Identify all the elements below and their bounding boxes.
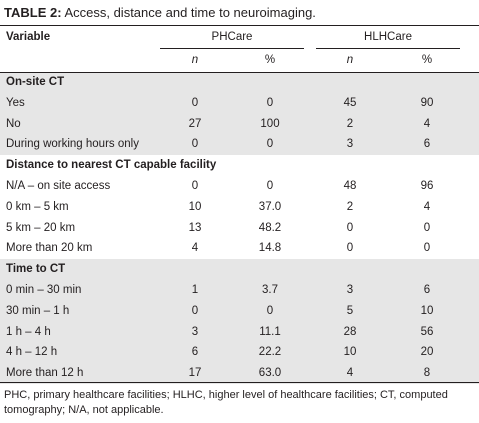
row-label: More than 20 km — [6, 242, 93, 255]
cell-value: 13 — [188, 221, 202, 234]
table-caption: Access, distance and time to neuroimagin… — [64, 5, 316, 20]
cell-value: 10 — [343, 346, 357, 359]
cell-value: 1 — [191, 284, 199, 296]
cell-value: 0 — [266, 138, 274, 151]
cell-value: 6 — [423, 138, 431, 151]
cell-value: 27 — [188, 117, 202, 130]
cell-value: 4 — [423, 200, 431, 213]
column-header: n — [191, 54, 199, 66]
row-label: Yes — [6, 96, 25, 109]
cell-value: 6 — [423, 284, 431, 296]
footnote: PHC, primary healthcare facilities; HLHC… — [4, 389, 448, 416]
variable-header: Variable — [6, 31, 51, 43]
cell-value: 6 — [191, 346, 199, 359]
cell-value: 8 — [423, 367, 431, 380]
row-label: During working hours only — [6, 138, 139, 151]
cell-value: 90 — [420, 96, 434, 109]
group-rule — [160, 48, 304, 49]
cell-value: 3 — [346, 138, 354, 151]
row-label: 0 min – 30 min — [6, 284, 82, 296]
cell-value: 4 — [346, 367, 354, 380]
header-rule — [0, 72, 479, 73]
group-rule — [316, 48, 460, 49]
cell-value: 3 — [346, 284, 354, 296]
section-title: Distance to nearest CT capable facility — [6, 159, 217, 172]
cell-value: 48.2 — [258, 221, 282, 234]
cell-value: 0 — [191, 138, 199, 151]
top-rule — [0, 25, 479, 26]
cell-value: 4 — [191, 242, 199, 255]
group-header: PHCare — [211, 31, 253, 43]
cell-value: 11.1 — [259, 325, 281, 338]
section-band — [0, 259, 479, 384]
column-header: n — [346, 54, 354, 66]
table-label: TABLE 2: — [4, 5, 62, 20]
row-label: 5 km – 20 km — [6, 221, 76, 234]
row-label: N/A – on site access — [6, 180, 111, 192]
cell-value: 0 — [191, 96, 199, 109]
cell-value: 4 — [423, 117, 431, 130]
row-label: 30 min – 1 h — [6, 304, 70, 317]
cell-value: 20 — [420, 346, 434, 359]
row-label: 1 h – 4 h — [6, 325, 51, 338]
cell-value: 96 — [420, 180, 434, 192]
cell-value: 2 — [346, 117, 354, 130]
row-label: 0 km – 5 km — [6, 200, 69, 213]
cell-value: 0 — [346, 242, 354, 255]
row-label: 4 h – 12 h — [6, 346, 58, 359]
cell-value: 10 — [188, 200, 202, 213]
cell-value: 28 — [343, 325, 357, 338]
bottom-rule — [0, 382, 479, 383]
row-label: No — [6, 117, 21, 130]
cell-value: 0 — [191, 304, 199, 317]
cell-value: 0 — [266, 304, 274, 317]
cell-value: 48 — [343, 180, 357, 192]
cell-value: 56 — [420, 325, 434, 338]
cell-value: 0 — [266, 96, 274, 109]
section-title: Time to CT — [6, 263, 66, 276]
column-header: % — [421, 54, 433, 66]
cell-value: 3.7 — [262, 284, 278, 296]
cell-value: 63.0 — [258, 367, 282, 380]
cell-value: 5 — [346, 304, 354, 317]
cell-value: 100 — [260, 117, 280, 130]
section-title: On-site CT — [6, 76, 65, 88]
section-band — [0, 72, 479, 156]
row-label: More than 12 h — [6, 367, 84, 380]
cell-value: 2 — [346, 200, 354, 213]
table-title: TABLE 2: Access, distance and time to ne… — [4, 3, 316, 23]
cell-value: 0 — [191, 180, 199, 192]
cell-value: 0 — [423, 242, 431, 255]
cell-value: 17 — [188, 367, 202, 380]
cell-value: 0 — [346, 221, 354, 234]
cell-value: 0 — [266, 180, 274, 192]
cell-value: 22.2 — [258, 346, 282, 359]
column-header: % — [264, 54, 276, 66]
cell-value: 37.0 — [258, 200, 282, 213]
cell-value: 0 — [423, 221, 431, 234]
cell-value: 45 — [343, 96, 357, 109]
group-header: HLHCare — [364, 31, 412, 43]
cell-value: 3 — [191, 325, 199, 338]
cell-value: 10 — [420, 304, 434, 317]
cell-value: 14.8 — [258, 242, 282, 255]
